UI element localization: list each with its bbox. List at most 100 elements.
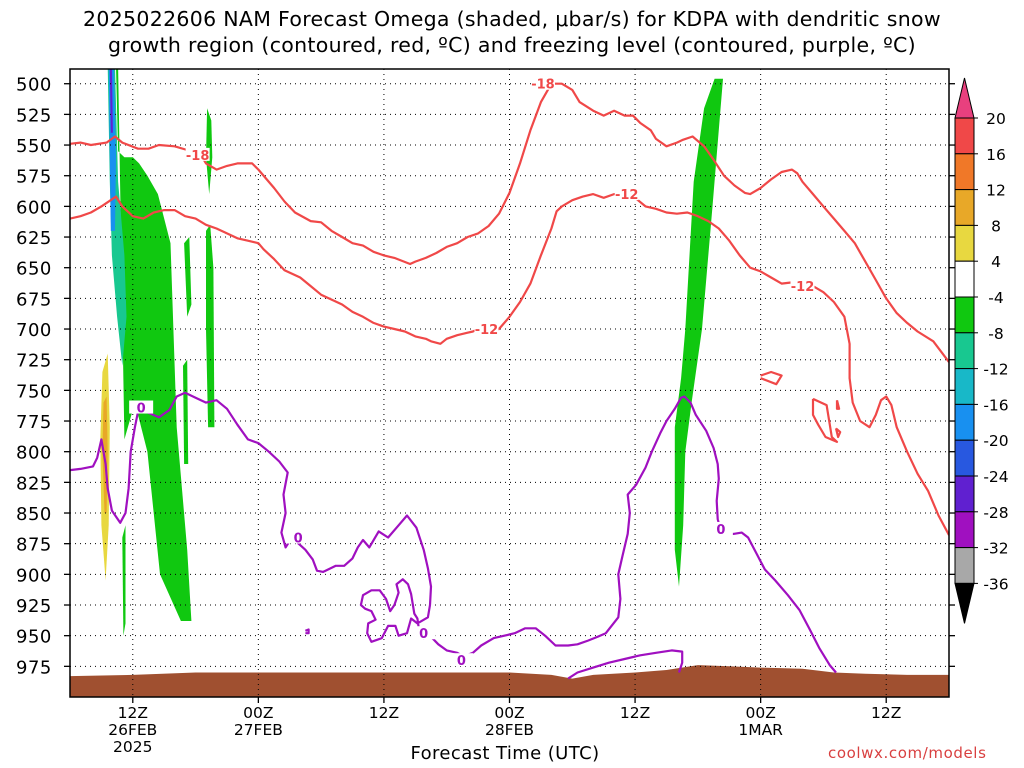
contour-label-1-0: -12 <box>475 323 499 338</box>
x-tick-label-6-2: 2025 <box>113 738 152 756</box>
contour-label-bg-0-0 <box>185 147 210 161</box>
y-tick-label-975: 975 <box>16 657 52 678</box>
y-tick-label-650: 650 <box>16 259 52 280</box>
colorbar-label-0: 20 <box>986 110 1006 128</box>
contour-line-5 <box>835 399 841 410</box>
chart-title-line-2: growth region (contoured, red, ºC) and f… <box>108 33 916 57</box>
colorbar-segment-2 <box>954 189 975 226</box>
colorbar-label-7: -12 <box>983 361 1008 379</box>
colorbar-label-5: -4 <box>988 289 1003 307</box>
colorbar-segment-4 <box>954 260 975 298</box>
chart-title: 2025022606 NAM Forecast Omega (shaded, μ… <box>0 6 1024 58</box>
colorbar-label-4: 4 <box>991 253 1001 271</box>
contour-label-bg-0-1 <box>530 76 555 90</box>
contour-label-bg-1-2 <box>790 279 815 293</box>
x-tick-label-18-0: 00Z <box>243 704 273 722</box>
y-tick-label-775: 775 <box>16 412 52 433</box>
contour-line-4 <box>834 427 842 439</box>
y-tick-label-900: 900 <box>16 565 52 586</box>
colorbar-label-12: -32 <box>983 540 1008 558</box>
y-tick-label-600: 600 <box>16 197 52 218</box>
x-tick-label-66-1: 1MAR <box>738 721 783 739</box>
omega-region-3 <box>109 69 113 133</box>
colorbar-label-11: -28 <box>983 504 1008 522</box>
colorbar-label-13: -36 <box>983 575 1008 593</box>
y-tick-label-875: 875 <box>16 535 52 556</box>
colorbar-segment-1 <box>954 153 975 191</box>
y-tick-label-925: 925 <box>16 596 52 617</box>
contour-label-bg-6-3 <box>449 653 474 667</box>
contour-label-6-0: 0 <box>137 402 146 417</box>
colorbar-segment-9 <box>954 439 975 477</box>
y-tick-label-725: 725 <box>16 351 52 372</box>
contour-label-bg-6-4 <box>708 521 733 535</box>
omega-region-4 <box>122 525 126 636</box>
x-tick-label-42-1: 28FEB <box>485 721 534 739</box>
y-tick-label-550: 550 <box>16 136 52 157</box>
credit-text: coolwx.com/models <box>828 744 987 762</box>
contour-line-3 <box>811 397 839 443</box>
colorbar-segment-6 <box>954 332 975 370</box>
contour-line-7 <box>567 649 684 680</box>
x-tick-label-30-0: 12Z <box>369 704 399 722</box>
contour-label-6-3: 0 <box>457 654 466 669</box>
y-tick-label-675: 675 <box>16 289 52 310</box>
colorbar-label-3: 8 <box>991 217 1001 235</box>
contour-label-bg-6-1 <box>286 530 311 544</box>
contour-label-6-4: 0 <box>716 523 725 538</box>
x-tick-label-18-1: 27FEB <box>234 721 283 739</box>
colorbar-bottom-arrow <box>954 582 975 624</box>
colorbar-label-9: -20 <box>983 432 1008 450</box>
contour-label-1-2: -12 <box>791 280 815 295</box>
colorbar-segment-11 <box>954 511 975 549</box>
y-tick-label-750: 750 <box>16 381 52 402</box>
omega-region-7 <box>184 237 192 317</box>
y-tick-label-800: 800 <box>16 443 52 464</box>
omega-region-0 <box>116 69 192 621</box>
colorbar-segment-0 <box>954 117 975 155</box>
omega-region-9 <box>674 78 723 587</box>
colorbar: 20 16 12 8 4 -4 -8 -12 -16 -20 -24 -28 -32 -36 <box>954 77 1009 624</box>
omega-region-8 <box>183 359 189 464</box>
y-tick-label-500: 500 <box>16 75 52 96</box>
contour-line-1 <box>70 193 949 536</box>
y-tick-label-950: 950 <box>16 627 52 648</box>
colorbar-label-1: 16 <box>986 146 1006 164</box>
colorbar-segment-12 <box>954 547 975 584</box>
y-tick-label-525: 525 <box>16 105 52 126</box>
x-axis-label: Forecast Time (UTC) <box>410 743 600 764</box>
chart-title-line-1: 2025022606 NAM Forecast Omega (shaded, μ… <box>83 7 941 31</box>
colorbar-segment-10 <box>954 475 975 513</box>
y-tick-label-625: 625 <box>16 228 52 249</box>
contour-label-bg-6-0 <box>129 400 154 414</box>
contour-label-0-1: -18 <box>531 78 555 93</box>
y-tick-label-575: 575 <box>16 167 52 188</box>
contour-line-6 <box>70 391 837 674</box>
colorbar-label-8: -16 <box>983 396 1008 414</box>
contour-label-1-1: -12 <box>615 188 639 203</box>
omega-region-6 <box>206 224 215 428</box>
contour-label-6-2: 0 <box>419 627 428 642</box>
contour-line-0 <box>70 82 949 363</box>
colorbar-label-2: 12 <box>986 182 1006 200</box>
x-tick-label-54-0: 12Z <box>620 704 650 722</box>
x-tick-label-66-0: 00Z <box>745 704 775 722</box>
y-tick-label-700: 700 <box>16 320 52 341</box>
colorbar-segment-8 <box>954 403 975 441</box>
contour-label-bg-6-2 <box>411 626 436 640</box>
y-tick-label-850: 850 <box>16 504 52 525</box>
contour-line-2 <box>760 370 783 386</box>
plot-area: -18 -18 -12 -12 -12 0 0 0 0 0 <box>70 69 949 697</box>
contour-label-bg-1-1 <box>614 187 639 201</box>
y-tick-label-825: 825 <box>16 473 52 494</box>
x-tick-label-6-0: 12Z <box>118 704 148 722</box>
contour-line-8 <box>304 628 310 635</box>
contour-label-6-1: 0 <box>294 532 303 547</box>
x-tick-label-6-1: 26FEB <box>108 721 157 739</box>
colorbar-top-arrow <box>954 77 975 119</box>
colorbar-label-6: -8 <box>988 325 1003 343</box>
colorbar-segment-3 <box>954 224 975 262</box>
x-tick-label-42-0: 00Z <box>494 704 524 722</box>
contour-label-0-0: -18 <box>186 149 210 164</box>
